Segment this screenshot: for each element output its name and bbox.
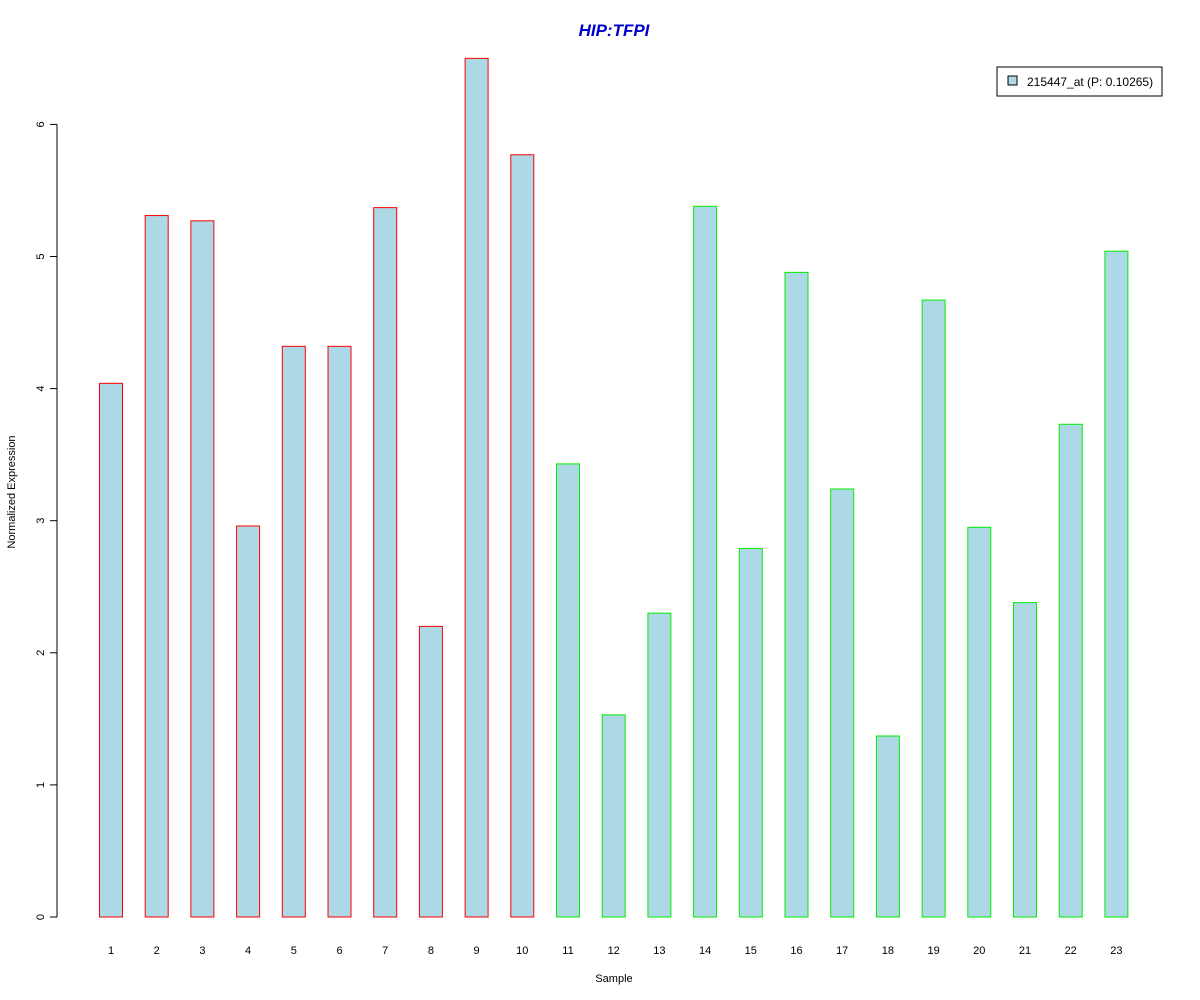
- x-tick-label: 4: [245, 945, 251, 957]
- x-tick-label: 8: [428, 945, 434, 957]
- bar-sample-12: [601, 714, 626, 918]
- x-tick-label: 1: [108, 945, 114, 957]
- y-tick-label: 6: [35, 121, 47, 127]
- bar-sample-17: [830, 488, 855, 918]
- bar-sample-7: [373, 207, 398, 918]
- x-tick-label: 5: [291, 945, 297, 957]
- bar-sample-22: [1058, 423, 1083, 918]
- bar-sample-3: [190, 220, 215, 918]
- bar-sample-2: [144, 215, 169, 918]
- x-axis-tick-labels: 1 2 3 4 5 6 7 8 9 10 11 12 13 14 15 16 17 18 19 20 21 22 23: [108, 945, 1123, 957]
- bar-sample-8: [418, 625, 443, 918]
- x-tick-label: 9: [474, 945, 480, 957]
- y-tick-label: 1: [35, 782, 47, 788]
- x-tick-label: 13: [653, 945, 665, 957]
- x-tick-label: 16: [790, 945, 802, 957]
- x-tick-label: 19: [927, 945, 939, 957]
- x-tick-label: 17: [836, 945, 848, 957]
- x-tick-label: 23: [1110, 945, 1122, 957]
- bar-sample-1: [99, 382, 123, 918]
- x-tick-label: 11: [562, 945, 573, 957]
- y-tick-label: 0: [35, 914, 47, 920]
- bar-sample-11: [556, 463, 580, 918]
- x-tick-label: 22: [1065, 945, 1077, 957]
- x-tick-label: 14: [699, 945, 711, 957]
- bar-sample-20: [967, 526, 992, 918]
- legend: 215447_at (P: 0.10265): [996, 66, 1163, 97]
- x-tick-label: 2: [154, 945, 160, 957]
- x-tick-label: 18: [882, 945, 894, 957]
- x-tick-label: 12: [608, 945, 620, 957]
- bar-sample-10: [510, 154, 535, 918]
- y-axis: 0 1 2 3 4 5 6: [35, 121, 58, 920]
- y-tick-label: 3: [35, 518, 47, 524]
- x-axis-label: Sample: [595, 973, 632, 985]
- legend-swatch: [1007, 75, 1018, 86]
- bar-sample-6: [327, 345, 352, 918]
- x-tick-label: 6: [336, 945, 342, 957]
- x-tick-label: 21: [1019, 945, 1031, 957]
- y-tick-label: 2: [35, 650, 47, 656]
- x-tick-label: 15: [745, 945, 757, 957]
- bar-sample-5: [281, 345, 306, 918]
- x-tick-label: 7: [382, 945, 388, 957]
- bar-sample-19: [921, 299, 946, 918]
- y-tick-label: 5: [35, 253, 47, 259]
- bar-sample-18: [875, 735, 900, 918]
- bar-sample-16: [784, 271, 809, 918]
- y-axis-label: Normalized Expression: [6, 435, 18, 548]
- x-tick-label: 20: [973, 945, 985, 957]
- x-tick-label: 10: [516, 945, 528, 957]
- bars: [99, 57, 1129, 918]
- bar-sample-13: [647, 612, 672, 918]
- chart-title: HIP:TFPI: [579, 21, 651, 40]
- legend-entry: 215447_at (P: 0.10265): [1027, 75, 1153, 89]
- y-tick-label: 4: [35, 386, 47, 392]
- bar-sample-14: [693, 205, 718, 918]
- x-tick-label: 3: [199, 945, 205, 957]
- bar-sample-4: [236, 525, 261, 918]
- bar-sample-9: [464, 57, 489, 918]
- bar-sample-23: [1104, 250, 1129, 918]
- bar-sample-21: [1013, 602, 1037, 918]
- legend-box: [996, 66, 1163, 97]
- bar-sample-15: [738, 547, 763, 918]
